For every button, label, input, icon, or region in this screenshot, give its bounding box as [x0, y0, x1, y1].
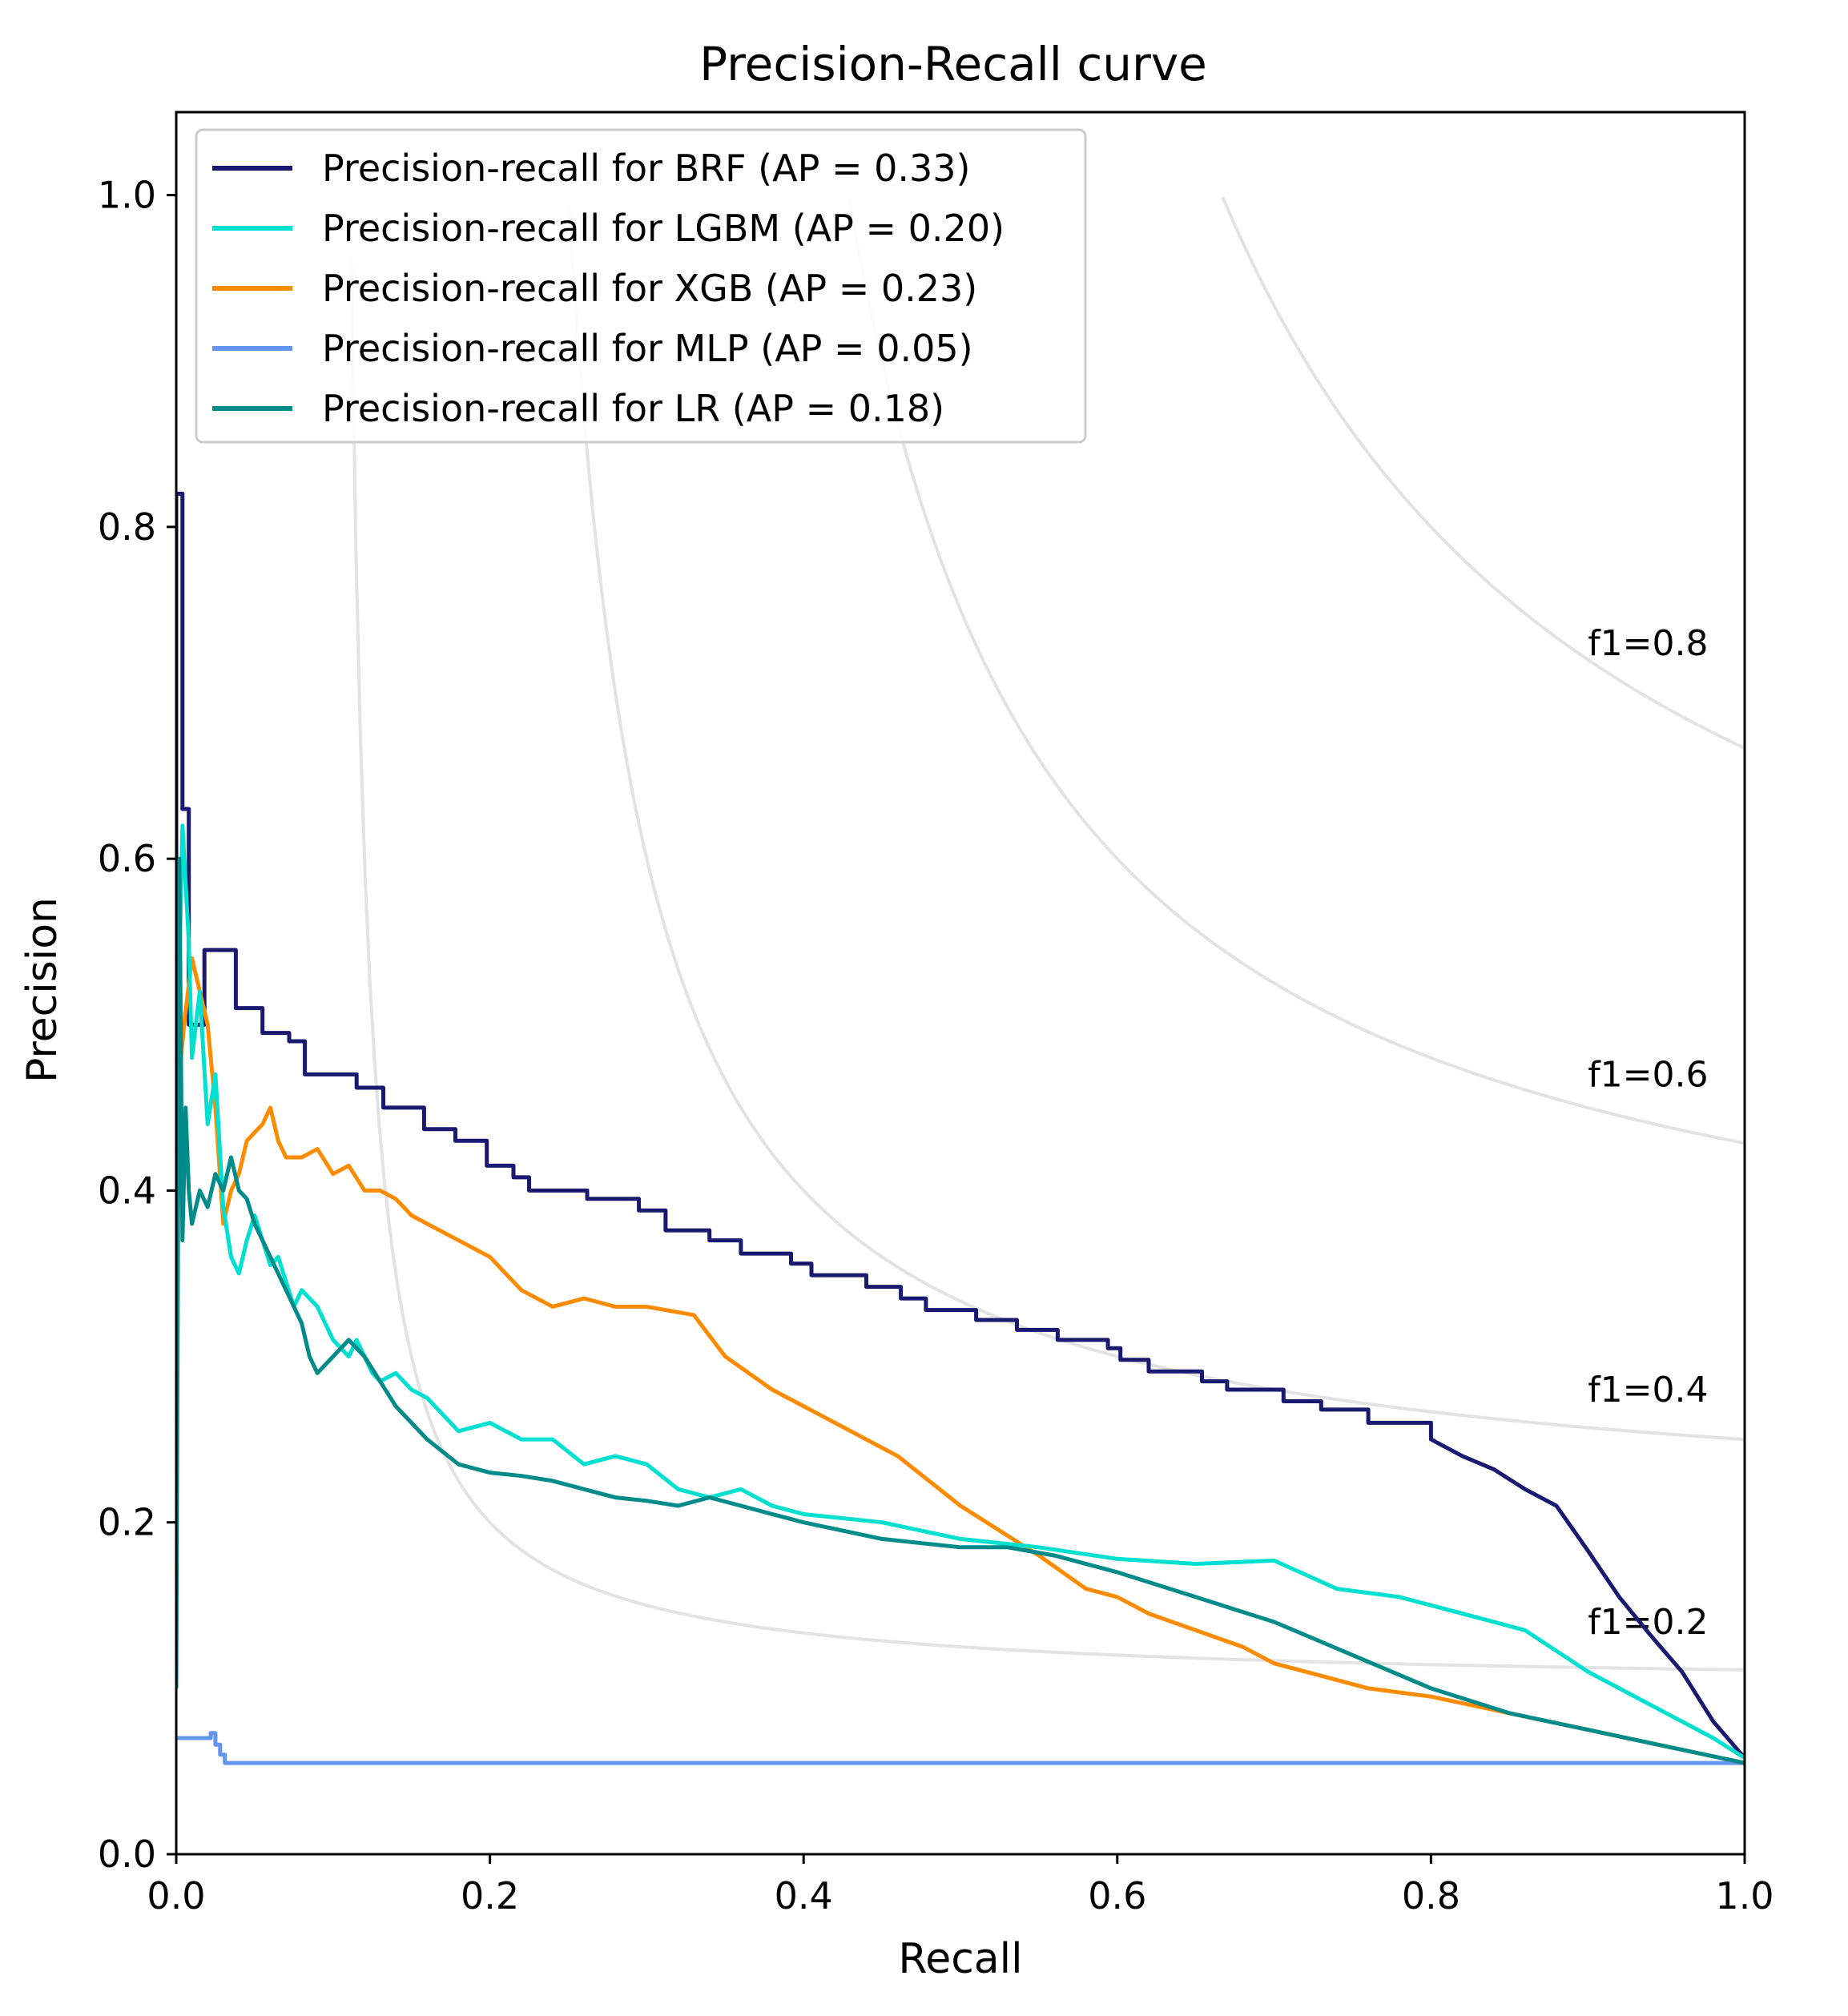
x-tick-label: 0.6	[1088, 1874, 1146, 1917]
iso-f1-curves	[349, 196, 1745, 1672]
iso-f1-curve	[567, 207, 1745, 1442]
y-tick-label: 1.0	[98, 174, 156, 217]
x-tick-label: 0.4	[775, 1874, 833, 1917]
plot-frame	[175, 111, 1746, 1856]
series-line	[176, 956, 1745, 1765]
y-tick-label: 0.6	[98, 837, 156, 880]
legend-label: Precision-recall for BRF (AP = 0.33)	[322, 147, 971, 190]
legend-label: Precision-recall for LGBM (AP = 0.20)	[322, 207, 1005, 250]
x-tick-label: 1.0	[1715, 1874, 1774, 1917]
iso-f1-labels: f1=0.2 f1=0.4 f1=0.6 f1=0.8	[1588, 623, 1708, 1643]
chart-title: Precision-Recall curve	[699, 37, 1207, 91]
iso-f1-curve	[848, 199, 1745, 1145]
iso-f1-curve	[349, 259, 1745, 1672]
legend-label: Precision-recall for LR (AP = 0.18)	[322, 387, 944, 430]
x-tick-label: 0.8	[1402, 1874, 1460, 1917]
iso-f1-label: f1=0.2	[1588, 1602, 1708, 1643]
series-line	[176, 856, 1745, 1765]
y-tick-label: 0.0	[98, 1833, 156, 1876]
iso-f1-label: f1=0.6	[1588, 1054, 1708, 1095]
legend: Precision-recall for BRF (AP = 0.33) Prec…	[195, 128, 1087, 444]
y-axis-ticks: 0.0 0.2 0.4 0.6 0.8 1.0	[98, 174, 176, 1876]
iso-f1-label: f1=0.8	[1588, 623, 1708, 664]
x-tick-label: 0.2	[461, 1874, 519, 1917]
y-axis-label: Precision	[18, 897, 66, 1083]
series-line	[176, 823, 1745, 1760]
y-tick-label: 0.8	[98, 505, 156, 549]
y-tick-label: 0.2	[98, 1501, 156, 1544]
legend-label: Precision-recall for XGB (AP = 0.23)	[322, 267, 977, 310]
legend-box	[195, 128, 1087, 444]
y-tick-label: 0.4	[98, 1169, 156, 1212]
iso-f1-label: f1=0.4	[1588, 1370, 1708, 1410]
series-line	[176, 1731, 1745, 1765]
x-axis-ticks: 0.0 0.2 0.4 0.6 0.8 1.0	[147, 1854, 1774, 1917]
series-lines	[176, 491, 1745, 1765]
x-axis-label: Recall	[898, 1935, 1022, 1983]
legend-label: Precision-recall for MLP (AP = 0.05)	[322, 327, 973, 370]
x-tick-label: 0.0	[147, 1874, 205, 1917]
iso-f1-curve	[1221, 196, 1745, 750]
series-line	[176, 491, 1745, 1760]
